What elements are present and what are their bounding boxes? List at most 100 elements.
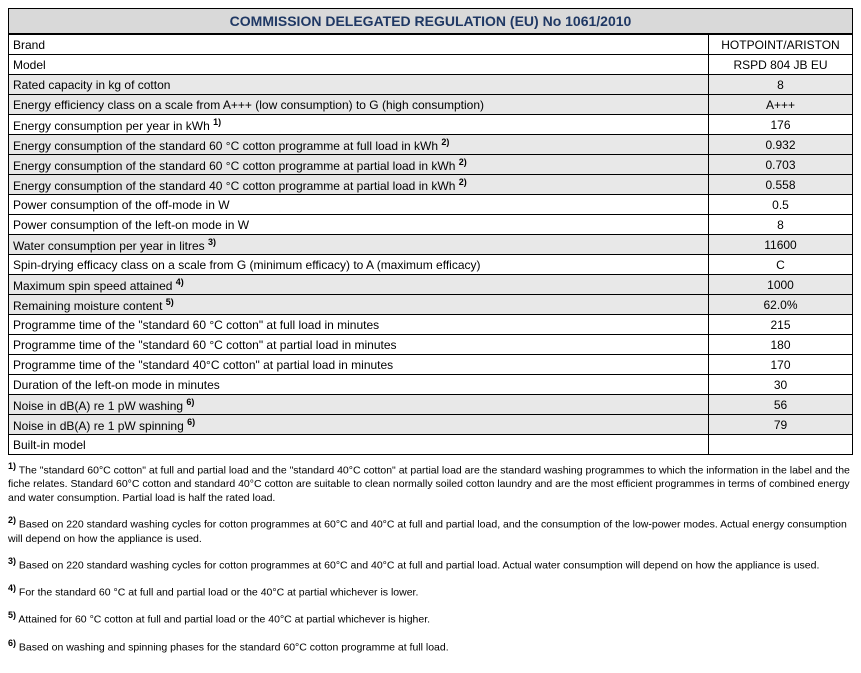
row-label-text: Programme time of the "standard 60 °C co… [13,318,379,332]
footnote-num: 2) [8,515,16,525]
table-row: Duration of the left-on mode in minutes 3… [9,375,853,395]
row-value: 170 [709,355,853,375]
row-label-text: Water consumption per year in litres [13,239,208,253]
row-label: Maximum spin speed attained 4) [9,275,709,295]
table-row: Energy consumption of the standard 60 °C… [9,135,853,155]
footnote-text: Based on washing and spinning phases for… [16,641,449,653]
row-label-text: Maximum spin speed attained [13,279,176,293]
row-label-text: Spin-drying efficacy class on a scale fr… [13,258,480,272]
footnote-text: For the standard 60 °C at full and parti… [16,587,418,599]
row-label: Energy consumption per year in kWh 1) [9,115,709,135]
row-label-text: Brand [13,38,45,52]
footnote-num: 6) [8,638,16,648]
footnote-num: 3) [8,556,16,566]
row-label: Noise in dB(A) re 1 pW washing 6) [9,395,709,415]
row-label-sup: 6) [186,397,194,407]
row-label: Energy consumption of the standard 40 °C… [9,175,709,195]
row-label-text: Rated capacity in kg of cotton [13,78,170,92]
table-row: Built-in model [9,435,853,455]
row-value: 0.558 [709,175,853,195]
row-label-text: Programme time of the "standard 60 °C co… [13,338,397,352]
row-label: Energy consumption of the standard 60 °C… [9,155,709,175]
footnotes: 1) The "standard 60°C cotton" at full an… [8,461,853,655]
footnote-text: Attained for 60 °C cotton at full and pa… [16,614,430,626]
row-value: 1000 [709,275,853,295]
table-row: Programme time of the "standard 60 °C co… [9,315,853,335]
table-row: Energy consumption of the standard 40 °C… [9,175,853,195]
footnote: 6) Based on washing and spinning phases … [8,638,853,655]
row-label-text: Model [13,58,46,72]
table-row: Rated capacity in kg of cotton 8 [9,75,853,95]
row-label-sup: 1) [213,117,221,127]
row-label-sup: 3) [208,237,216,247]
regulation-sheet: COMMISSION DELEGATED REGULATION (EU) No … [8,8,853,655]
row-label-text: Energy consumption of the standard 60 °C… [13,139,441,153]
footnote-text: Based on 220 standard washing cycles for… [16,560,819,572]
table-row: Water consumption per year in litres 3) 1… [9,235,853,255]
table-row: Noise in dB(A) re 1 pW washing 6)56 [9,395,853,415]
row-value: 180 [709,335,853,355]
row-label: Programme time of the "standard 60 °C co… [9,335,709,355]
table-row: Spin-drying efficacy class on a scale fr… [9,255,853,275]
table-row: Brand HOTPOINT/ARISTON [9,35,853,55]
table-row: Energy consumption of the standard 60 °C… [9,155,853,175]
table-row: Model RSPD 804 JB EU [9,55,853,75]
row-label: Duration of the left-on mode in minutes [9,375,709,395]
row-label: Remaining moisture content 5) [9,295,709,315]
row-value: 176 [709,115,853,135]
row-label: Power consumption of the off-mode in W [9,195,709,215]
row-label-text: Energy consumption of the standard 40 °C… [13,179,459,193]
row-value: 30 [709,375,853,395]
title: COMMISSION DELEGATED REGULATION (EU) No … [8,8,853,34]
footnote-num: 1) [8,461,16,471]
footnote-num: 4) [8,583,16,593]
row-value: 11600 [709,235,853,255]
row-label-sup: 5) [166,297,174,307]
footnote-text: Based on 220 standard washing cycles for… [8,519,847,545]
row-value: 8 [709,75,853,95]
footnote: 5) Attained for 60 °C cotton at full and… [8,610,853,627]
row-label: Spin-drying efficacy class on a scale fr… [9,255,709,275]
table-row: Energy efficiency class on a scale from … [9,95,853,115]
footnote: 3) Based on 220 standard washing cycles … [8,556,853,573]
footnote: 4) For the standard 60 °C at full and pa… [8,583,853,600]
row-label-text: Remaining moisture content [13,299,166,313]
footnote: 1) The "standard 60°C cotton" at full an… [8,461,853,505]
table-row: Energy consumption per year in kWh 1)176 [9,115,853,135]
row-value [709,435,853,455]
row-label-text: Power consumption of the off-mode in W [13,198,230,212]
row-label: Energy efficiency class on a scale from … [9,95,709,115]
table-row: Maximum spin speed attained 4)1000 [9,275,853,295]
row-value: C [709,255,853,275]
row-value: 215 [709,315,853,335]
footnote-text: The "standard 60°C cotton" at full and p… [8,465,850,504]
table-row: Remaining moisture content 5)62.0% [9,295,853,315]
row-label-text: Programme time of the "standard 40°C cot… [13,358,393,372]
table-row: Noise in dB(A) re 1 pW spinning 6)79 [9,415,853,435]
table-row: Programme time of the "standard 60 °C co… [9,335,853,355]
row-label-text: Noise in dB(A) re 1 pW spinning [13,419,187,433]
table-row: Programme time of the "standard 40°C cot… [9,355,853,375]
row-value: 62.0% [709,295,853,315]
table-row: Power consumption of the off-mode in W0.… [9,195,853,215]
row-label: Energy consumption of the standard 60 °C… [9,135,709,155]
row-label-text: Power consumption of the left-on mode in… [13,218,249,232]
row-label-sup: 2) [459,177,467,187]
row-label-text: Duration of the left-on mode in minutes [13,378,220,392]
row-label-text: Built-in model [13,438,86,452]
row-label-sup: 2) [459,157,467,167]
row-label-text: Energy efficiency class on a scale from … [13,98,484,112]
row-value: HOTPOINT/ARISTON [709,35,853,55]
row-label: Model [9,55,709,75]
spec-table: Brand HOTPOINT/ARISTON Model RSPD 804 JB EU… [8,34,853,455]
row-value: 56 [709,395,853,415]
row-label: Built-in model [9,435,709,455]
footnote-num: 5) [8,610,16,620]
row-label-sup: 4) [176,277,184,287]
row-label-sup: 2) [441,137,449,147]
row-label: Programme time of the "standard 40°C cot… [9,355,709,375]
row-label-sup: 6) [187,417,195,427]
row-label: Brand [9,35,709,55]
row-label: Power consumption of the left-on mode in… [9,215,709,235]
row-value: RSPD 804 JB EU [709,55,853,75]
